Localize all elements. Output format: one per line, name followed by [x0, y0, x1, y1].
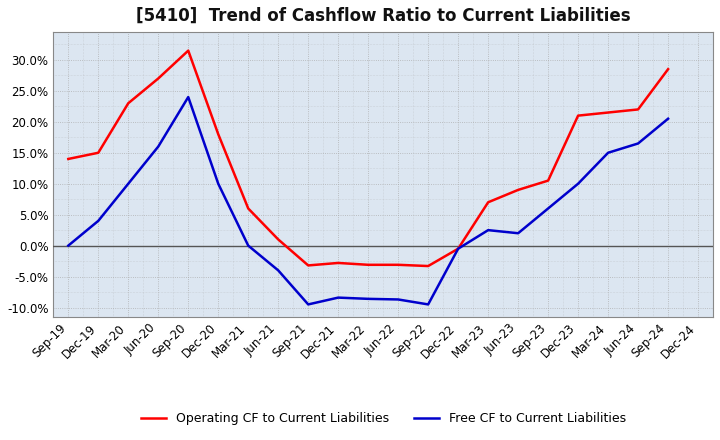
Free CF to Current Liabilities [364, 296, 372, 301]
Free CF to Current Liabilities [394, 297, 402, 302]
Free CF to Current Liabilities [634, 141, 642, 146]
Operating CF to Current Liabilities [124, 101, 132, 106]
Operating CF to Current Liabilities [274, 237, 282, 242]
Free CF to Current Liabilities [214, 181, 222, 187]
Free CF to Current Liabilities [664, 116, 672, 121]
Free CF to Current Liabilities [424, 302, 433, 307]
Free CF to Current Liabilities [514, 231, 523, 236]
Free CF to Current Liabilities [484, 227, 492, 233]
Operating CF to Current Liabilities [184, 48, 192, 53]
Operating CF to Current Liabilities [244, 206, 253, 211]
Free CF to Current Liabilities [454, 246, 462, 251]
Operating CF to Current Liabilities [424, 264, 433, 269]
Operating CF to Current Liabilities [154, 76, 163, 81]
Operating CF to Current Liabilities [484, 200, 492, 205]
Line: Operating CF to Current Liabilities: Operating CF to Current Liabilities [68, 51, 668, 266]
Operating CF to Current Liabilities [94, 150, 103, 155]
Free CF to Current Liabilities [184, 95, 192, 100]
Free CF to Current Liabilities [574, 181, 582, 187]
Operating CF to Current Liabilities [604, 110, 613, 115]
Free CF to Current Liabilities [604, 150, 613, 155]
Line: Free CF to Current Liabilities: Free CF to Current Liabilities [68, 97, 668, 304]
Operating CF to Current Liabilities [394, 262, 402, 268]
Free CF to Current Liabilities [244, 243, 253, 248]
Operating CF to Current Liabilities [64, 156, 73, 161]
Free CF to Current Liabilities [274, 268, 282, 273]
Legend: Operating CF to Current Liabilities, Free CF to Current Liabilities: Operating CF to Current Liabilities, Fre… [135, 407, 631, 430]
Free CF to Current Liabilities [544, 206, 552, 211]
Operating CF to Current Liabilities [304, 263, 312, 268]
Free CF to Current Liabilities [304, 302, 312, 307]
Operating CF to Current Liabilities [214, 132, 222, 137]
Operating CF to Current Liabilities [634, 107, 642, 112]
Operating CF to Current Liabilities [544, 178, 552, 183]
Operating CF to Current Liabilities [454, 246, 462, 251]
Operating CF to Current Liabilities [334, 260, 343, 266]
Operating CF to Current Liabilities [574, 113, 582, 118]
Free CF to Current Liabilities [334, 295, 343, 300]
Free CF to Current Liabilities [94, 218, 103, 224]
Free CF to Current Liabilities [124, 181, 132, 187]
Operating CF to Current Liabilities [364, 262, 372, 268]
Title: [5410]  Trend of Cashflow Ratio to Current Liabilities: [5410] Trend of Cashflow Ratio to Curren… [136, 7, 631, 25]
Free CF to Current Liabilities [154, 144, 163, 149]
Operating CF to Current Liabilities [664, 66, 672, 72]
Operating CF to Current Liabilities [514, 187, 523, 193]
Free CF to Current Liabilities [64, 243, 73, 248]
